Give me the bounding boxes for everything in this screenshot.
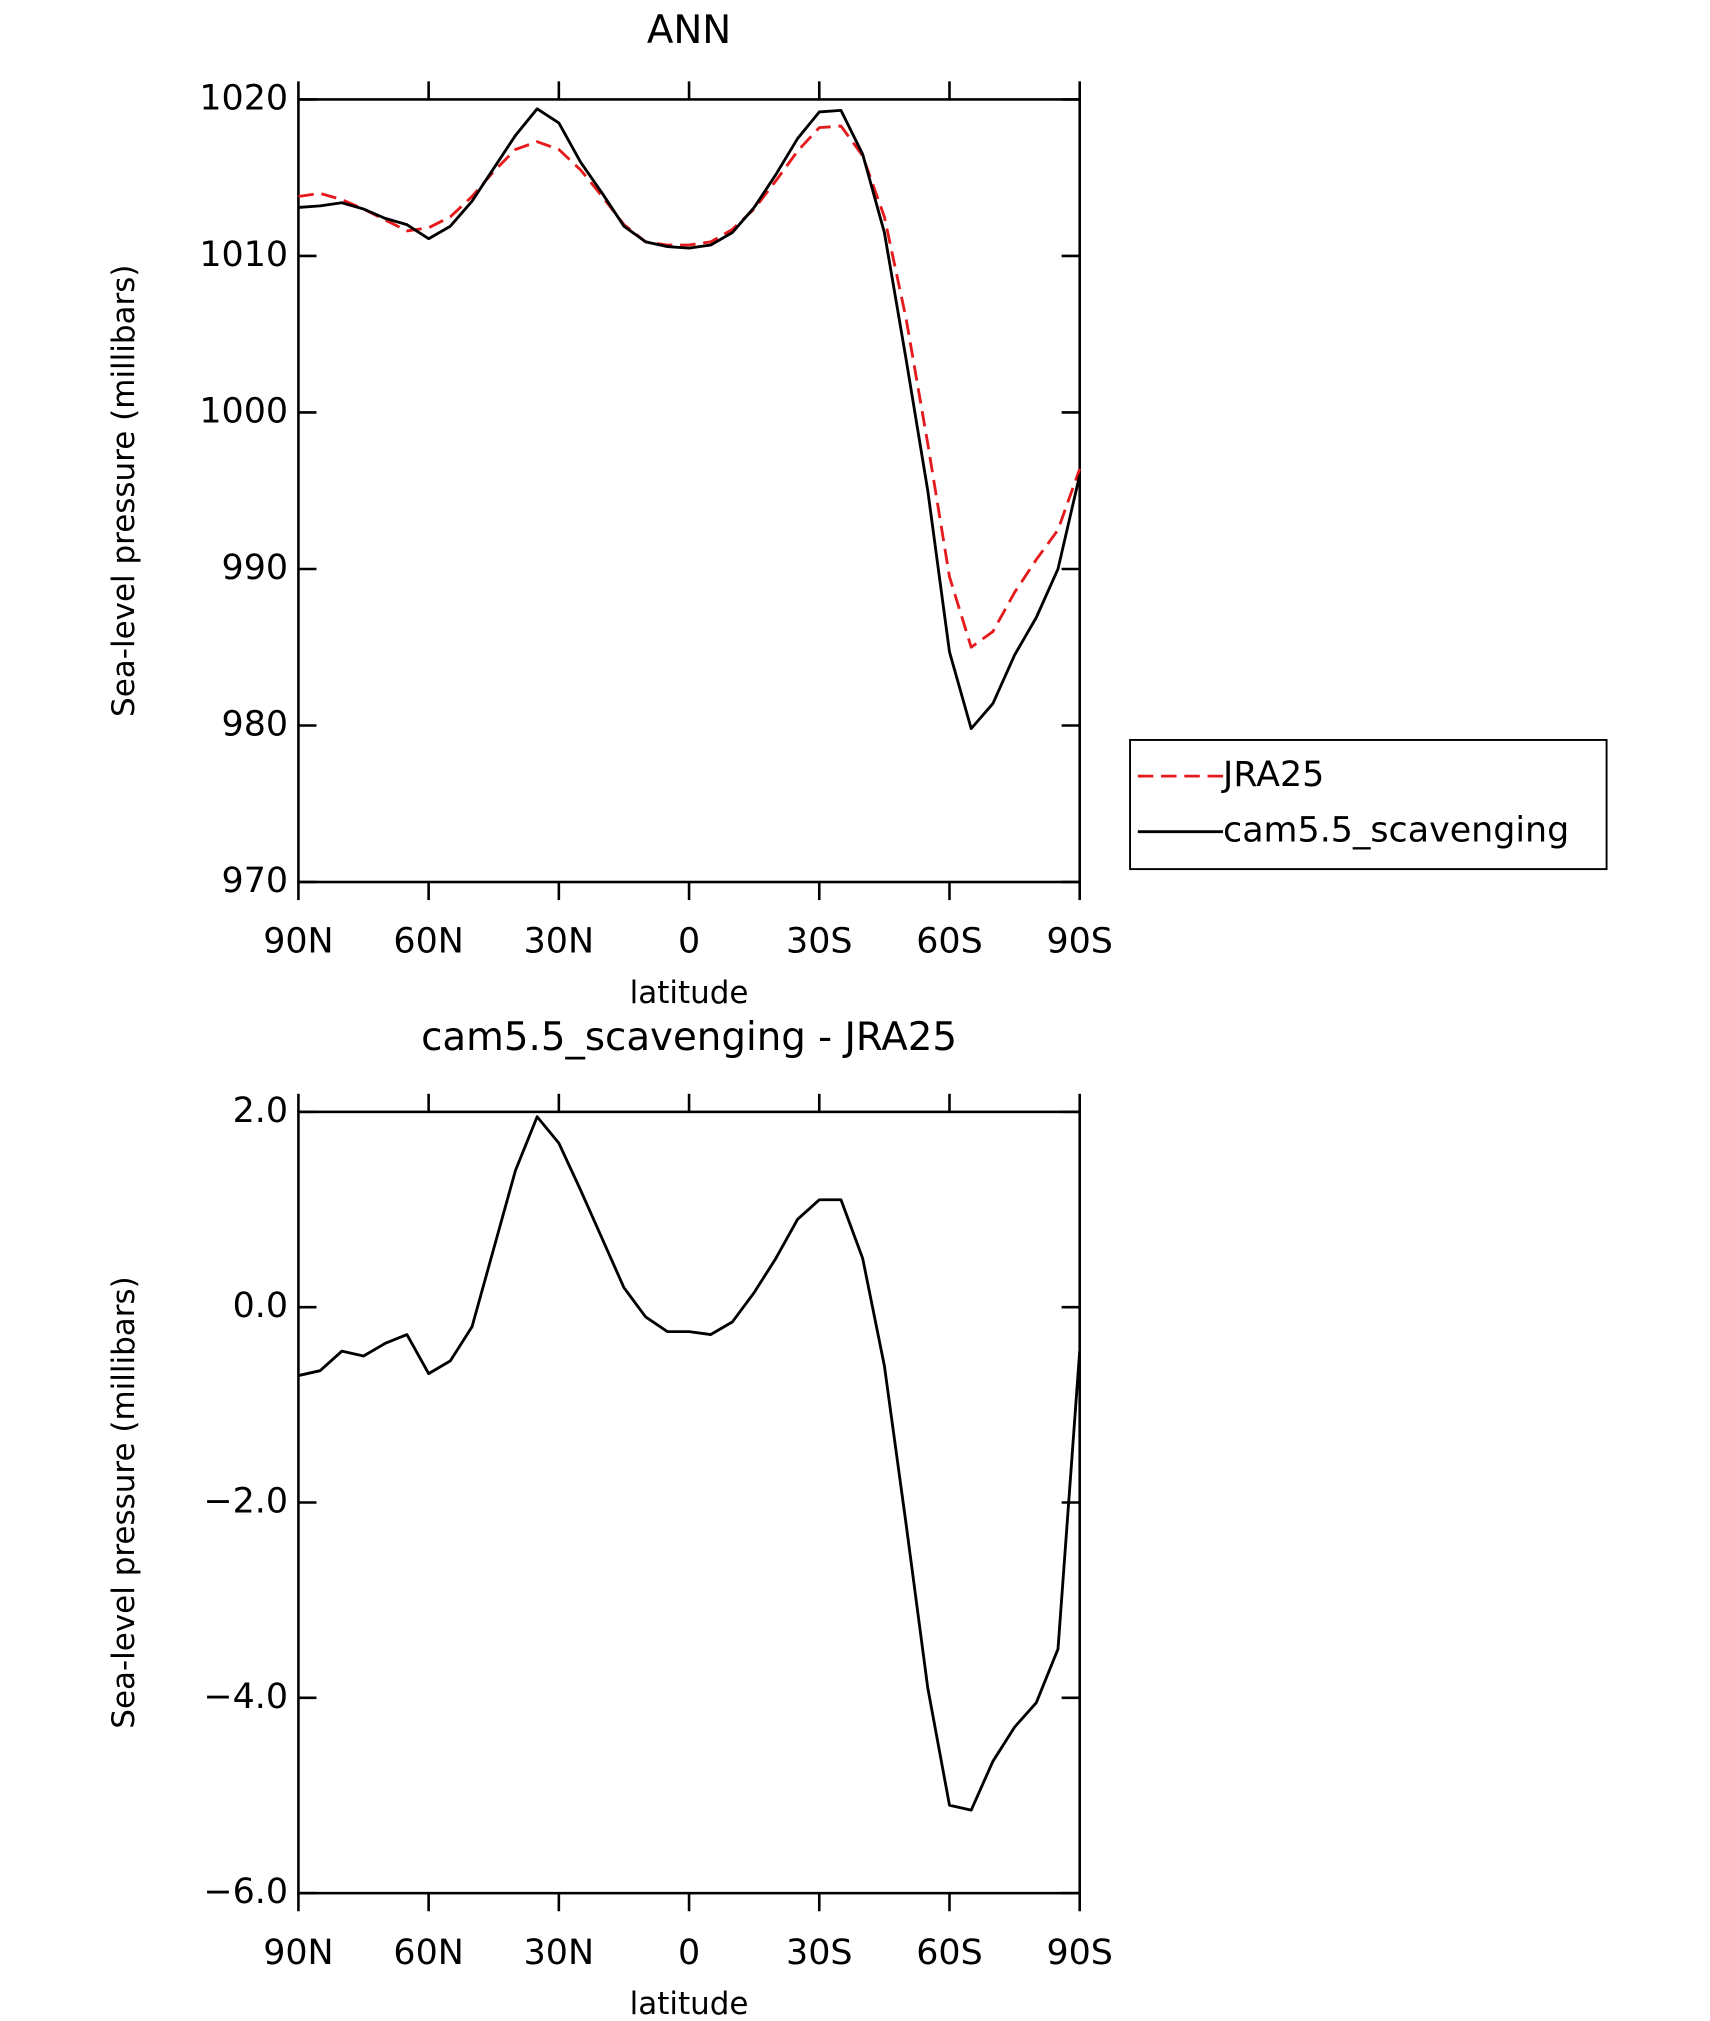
y-axis-label: Sea-level pressure (millibars)	[106, 1276, 142, 1728]
y-tick-label: 1000	[199, 391, 288, 431]
x-axis-label: latitude	[630, 1986, 749, 2021]
plot-frame	[297, 98, 1081, 884]
x-tick-label: 90N	[263, 1933, 333, 1973]
x-tick-label: 30N	[524, 1933, 594, 1973]
y-tick-label: 2.0	[233, 1091, 288, 1131]
x-tick-label: 60N	[393, 922, 463, 962]
y-tick-label: 970	[222, 861, 289, 901]
legend-label: cam5.5_scavenging	[1223, 811, 1569, 851]
data-line	[298, 1115, 1082, 1812]
chart-title: ANN	[647, 8, 731, 53]
x-axis-label: latitude	[630, 975, 749, 1011]
y-tick-label: 1020	[199, 78, 288, 118]
data-line	[298, 124, 1082, 649]
x-tick-label: 0	[678, 1933, 700, 1973]
legend-box	[1129, 738, 1608, 871]
plot-frame	[297, 1110, 1081, 1895]
y-tick-label: 1010	[199, 235, 288, 275]
y-tick-label: 990	[222, 548, 289, 588]
x-tick-label: 60N	[393, 1933, 463, 1973]
y-tick-label: −6.0	[203, 1872, 288, 1912]
y-tick-label: 980	[222, 704, 289, 744]
y-axis-label: Sea-level pressure (millibars)	[106, 265, 142, 717]
x-tick-label: 30S	[786, 1933, 852, 1973]
legend: JRA25 cam5.5_scavenging	[1129, 738, 1608, 871]
x-tick-label: 60S	[916, 1933, 983, 1973]
x-tick-label: 30N	[524, 922, 594, 962]
chart-title: cam5.5_scavenging - JRA25	[421, 1015, 957, 1060]
x-tick-label: 90S	[1046, 922, 1113, 962]
x-tick-label: 30S	[786, 922, 852, 962]
y-tick-label: 0.0	[233, 1286, 288, 1326]
x-tick-label: 90S	[1046, 1933, 1113, 1973]
data-line	[298, 107, 1082, 731]
x-tick-label: 90N	[263, 922, 333, 962]
y-tick-label: −4.0	[203, 1677, 288, 1717]
x-tick-label: 60S	[916, 922, 983, 962]
x-tick-label: 0	[678, 922, 700, 962]
y-tick-label: −2.0	[203, 1482, 288, 1522]
legend-label: JRA25	[1221, 755, 1324, 795]
